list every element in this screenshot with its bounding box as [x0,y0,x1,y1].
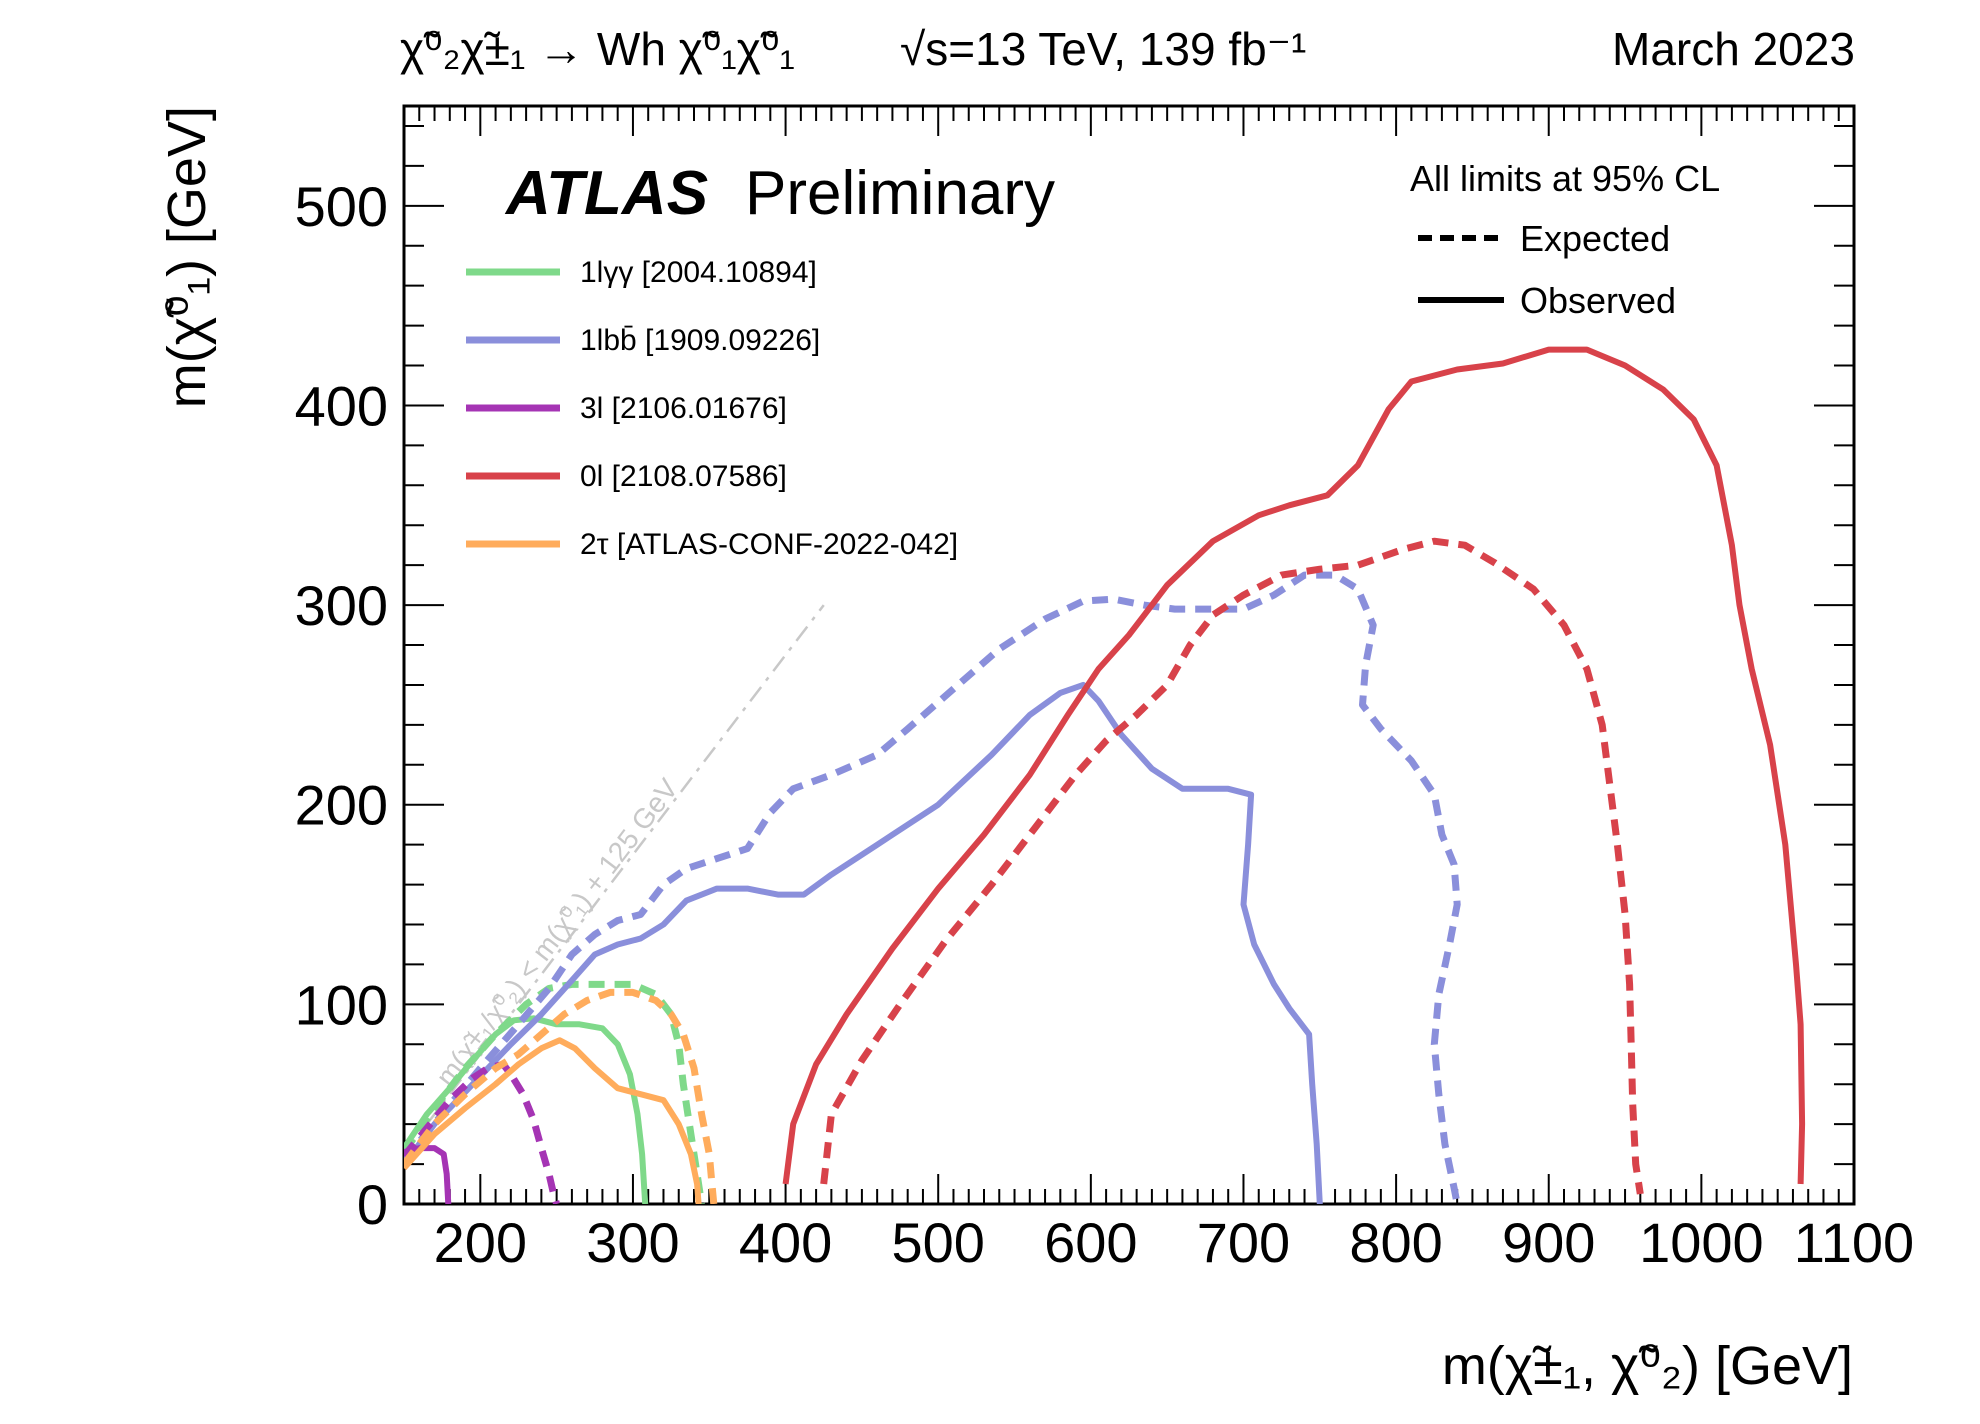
y-tick-label: 200 [295,774,388,837]
y-tick-label: 300 [295,574,388,637]
y-tick-label: 400 [295,374,388,437]
x-tick-label: 1000 [1639,1211,1764,1274]
x-tick-label: 800 [1349,1211,1442,1274]
series-2-observed-line [404,1145,452,1204]
legend-label-3: 0l [2108.07586] [580,460,787,493]
x-tick-label: 900 [1502,1211,1595,1274]
legend: 1lγγ [2004.10894] 1lbb̄ [1909.09226] 3l [2… [466,256,958,561]
series-3-expected-line [820,537,1644,1195]
x-axis-label: m(χ̃±₁, χ̃⁰₂) [GeV] [1442,1336,1853,1396]
atlas-subtitle: Preliminary [745,159,1055,228]
header-process: χ̃⁰₂χ̃±₁ → Wh χ̃⁰₁χ̃⁰₁ [400,23,795,75]
x-tick-label: 300 [586,1211,679,1274]
atlas-title: ATLAS [504,159,708,228]
y-tick-label: 500 [295,175,388,238]
axis-ticks [403,106,1855,1205]
observed-label: Observed [1520,280,1676,321]
y-axis-label: m(χ̃⁰₁) [GeV] [157,106,217,408]
x-tick-label: 600 [1044,1211,1137,1274]
axis-tick-labels: 200 300 400 500 600 700 800 900 1000 1100 0 100 200 3… [295,175,1915,1274]
x-tick-label: 1100 [1794,1211,1914,1274]
series-3-observed-line [782,346,1806,1185]
cl-note: All limits at 95% CL [1410,158,1720,199]
expected-label: Expected [1520,218,1670,259]
exclusion-curves [404,346,1806,1204]
legend-label-1: 1lbb̄ [1909.09226] [580,324,820,357]
legend-label-0: 1lγγ [2004.10894] [580,256,817,289]
y-tick-label: 100 [295,973,388,1036]
plot-frame [402,104,1856,1206]
header-energy: √s=13 TeV, 139 fb⁻¹ [900,23,1307,75]
x-tick-label: 200 [434,1211,527,1274]
x-tick-label: 700 [1197,1211,1290,1274]
series-4-observed-line [404,1037,702,1204]
series-1-observed-line [404,681,1323,1204]
header-date: March 2023 [1612,23,1855,75]
style-legend: All limits at 95% CL Expected Observed [1410,158,1720,321]
series-4-expected-line [404,988,718,1204]
x-tick-label: 500 [891,1211,984,1274]
series-0-expected-line [404,980,706,1204]
series-1-expected-line [404,571,1461,1204]
legend-label-2: 3l [2106.01676] [580,392,787,425]
atlas-label: ATLAS Preliminary [504,159,1055,228]
y-tick-label: 0 [357,1173,388,1236]
legend-label-4: 2τ [ATLAS-CONF-2022-042] [580,528,958,561]
x-tick-label: 400 [739,1211,832,1274]
